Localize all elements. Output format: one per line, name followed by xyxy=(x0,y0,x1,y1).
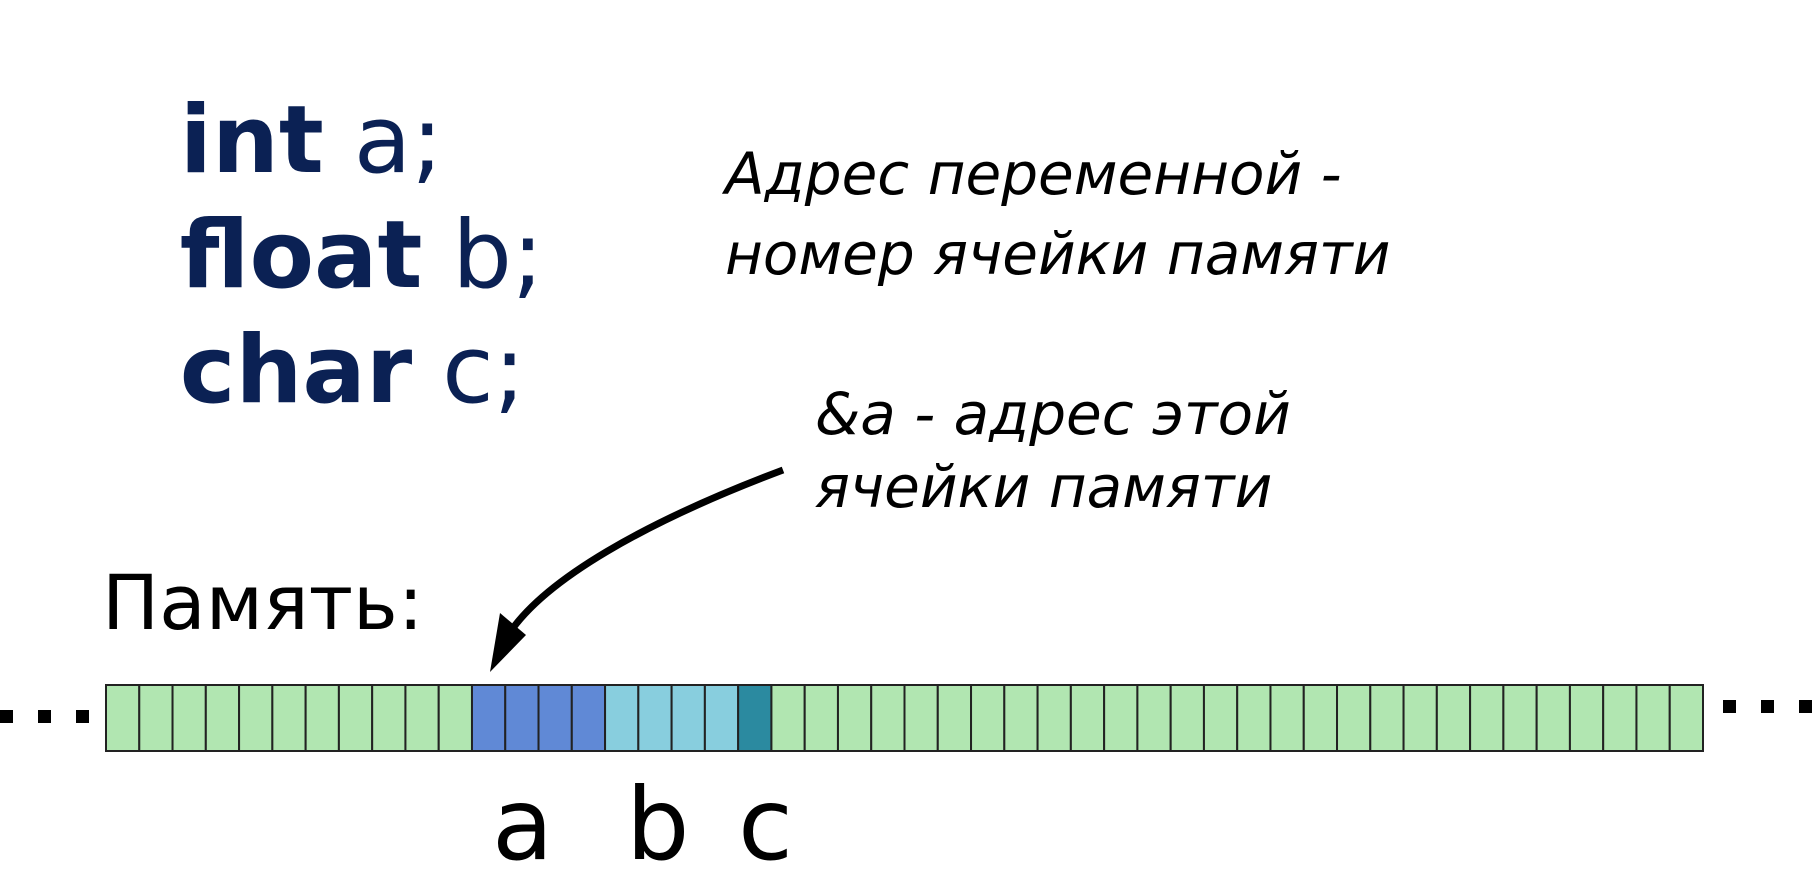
memory-cell-a xyxy=(570,684,607,752)
memory-cell-free xyxy=(770,684,806,752)
declaration-b: b; xyxy=(422,201,544,310)
keyword-float: float xyxy=(179,201,423,310)
var-label-b: b xyxy=(626,766,690,883)
address-note-line2: номер ячейки памяти xyxy=(725,220,1391,288)
memory-cell-free xyxy=(1236,684,1272,752)
keyword-char: char xyxy=(179,316,413,425)
memory-cell-free xyxy=(1535,684,1571,752)
memory-cell-free xyxy=(936,684,973,752)
memory-cell-free xyxy=(1435,684,1472,752)
memory-cells xyxy=(105,684,1704,752)
memory-cell-free xyxy=(1202,684,1239,752)
memory-cell-free xyxy=(337,684,374,752)
memory-label: Память: xyxy=(102,558,424,647)
memory-cell-free xyxy=(1136,684,1172,752)
memory-cell-free xyxy=(404,684,440,752)
code-line-float: float b; xyxy=(120,115,544,303)
memory-cell-free xyxy=(1169,684,1205,752)
memory-cell-free xyxy=(1336,684,1372,752)
ellipsis-right xyxy=(1723,700,1812,713)
memory-cell-a xyxy=(504,684,540,752)
memory-cell-c xyxy=(737,684,773,752)
memory-cell-free xyxy=(1103,684,1139,752)
memory-diagram xyxy=(0,466,1812,752)
memory-cell-a xyxy=(537,684,573,752)
memory-cell-free xyxy=(437,684,473,752)
memory-cell-free xyxy=(1369,684,1405,752)
arrow-line xyxy=(501,466,785,642)
keyword-int: int xyxy=(179,86,324,195)
memory-cell-free xyxy=(903,684,939,752)
code-line-char: char c; xyxy=(120,230,526,418)
arrowhead-icon xyxy=(490,613,526,672)
memory-cell-free xyxy=(1036,684,1072,752)
memory-cell-b xyxy=(670,684,706,752)
memory-cell-free xyxy=(1402,684,1438,752)
ref-note-line1: &a - адрес этой xyxy=(815,380,1291,448)
memory-cell-free xyxy=(1602,684,1638,752)
declaration-c: c; xyxy=(412,316,526,425)
memory-cell-free xyxy=(271,684,307,752)
memory-cell-free xyxy=(836,684,873,752)
code-line-int: int a; xyxy=(120,0,443,188)
ref-note-line2: ячейки памяти xyxy=(815,453,1273,521)
memory-cell-free xyxy=(1668,684,1704,752)
memory-cell-b xyxy=(637,684,673,752)
declaration-a: a; xyxy=(323,86,443,195)
ellipsis-left xyxy=(0,710,89,723)
memory-cell-free xyxy=(1302,684,1339,752)
memory-cell-free xyxy=(803,684,839,752)
memory-cell-free xyxy=(1003,684,1039,752)
memory-cell-free xyxy=(371,684,407,752)
memory-cell-free xyxy=(171,684,207,752)
memory-cell-free xyxy=(1269,684,1305,752)
address-note-line1: Адрес переменной - xyxy=(725,140,1342,208)
memory-cell-b xyxy=(703,684,740,752)
memory-cell-free xyxy=(1568,684,1605,752)
memory-cell-free xyxy=(1635,684,1671,752)
memory-cell-free xyxy=(1502,684,1538,752)
memory-cell-free xyxy=(138,684,174,752)
memory-cell-b xyxy=(604,684,640,752)
memory-cell-a xyxy=(470,684,507,752)
memory-cell-free xyxy=(1469,684,1505,752)
var-label-a: a xyxy=(492,766,554,883)
memory-cell-free xyxy=(238,684,274,752)
memory-cell-free xyxy=(304,684,340,752)
var-label-c: c xyxy=(738,766,793,883)
memory-cell-free xyxy=(1069,684,1106,752)
memory-cell-free xyxy=(970,684,1006,752)
memory-cell-free xyxy=(204,684,241,752)
memory-cell-free xyxy=(870,684,906,752)
memory-cell-free xyxy=(105,684,141,752)
